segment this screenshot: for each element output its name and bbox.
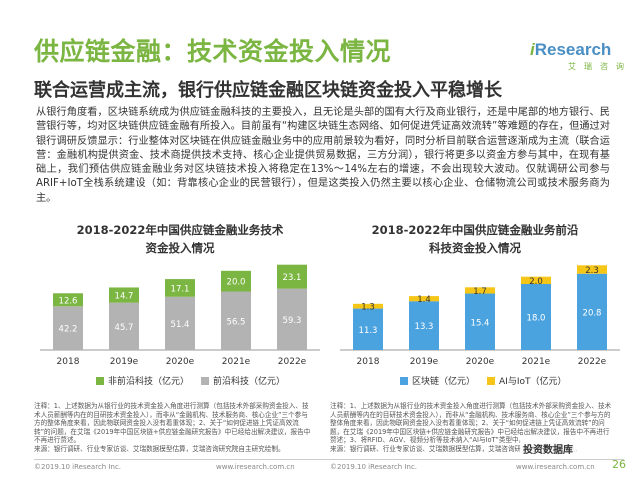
chart-1-bar-2020e-series-0 xyxy=(165,296,195,350)
chart-2-tick-2020e: 2020e xyxy=(466,357,495,367)
logo-wordmark: iResearch xyxy=(530,40,612,59)
chart-2-tick-2018: 2018 xyxy=(357,357,380,367)
footer-url-right: www.iresearch.com.cn xyxy=(516,463,595,471)
chart-1-tick-2019e: 2019e xyxy=(110,357,139,367)
chart-2-frontier-tech-investment: 11.3 1.3 2018 13.3 1.4 2019e 15.4 1.7 2020e 18.0 2… xyxy=(340,265,620,367)
chart-1-legend: 非前沿科技（亿元） 前沿科技（亿元） xyxy=(96,374,297,388)
chart-1-label-2018-series-1: 12.6 xyxy=(59,296,78,306)
chart-1-legend-item-0: 非前沿科技（亿元） xyxy=(96,374,189,387)
chart-1-bar-2021e-series-1 xyxy=(221,270,251,292)
chart-2-bar-2021e-series-1 xyxy=(521,276,551,284)
chart-2-label-2019e-series-0: 13.3 xyxy=(415,322,434,332)
chart-2-label-2020e-series-0: 15.4 xyxy=(471,318,490,328)
page-subtitle: 联合运营成主流，银行供应链金融区块链资金投入平稳增长 xyxy=(34,80,502,101)
wechat-watermark: 投资数据库 xyxy=(520,440,576,457)
chart-2-label-2022e-series-1: 2.3 xyxy=(585,266,599,276)
chart-2-tick-2021e: 2021e xyxy=(522,357,551,367)
chart-1-legend-swatch-0 xyxy=(96,376,104,385)
chart-2-bar-2018-series-0 xyxy=(353,308,383,350)
chart-2-label-2019e-series-1: 1.4 xyxy=(417,295,431,305)
chart-2-label-2021e-series-1: 2.0 xyxy=(529,277,543,287)
footer-copyright-right: ©2019.10 iResearch Inc. xyxy=(330,463,418,471)
chart-2-label-2021e-series-0: 18.0 xyxy=(527,314,546,324)
page-number: 26 xyxy=(612,458,626,471)
chart-1-label-2020e-series-0: 51.4 xyxy=(171,320,190,330)
chart-2-bar-2019e-series-0 xyxy=(409,301,439,350)
chart-2-bar-2019e-series-1 xyxy=(409,296,439,302)
chart-1-tick-2022e: 2022e xyxy=(278,357,307,367)
chart-2-label-2022e-series-0: 20.8 xyxy=(583,308,602,318)
body-paragraph: 从银行角度看，区块链系统成为供应链金融科技的主要投入，且无论是头部的国有大行及商… xyxy=(36,107,610,204)
chart-2-legend-label-0: 区块链（亿元） xyxy=(412,377,476,387)
chart-1-legend-swatch-1 xyxy=(201,376,210,385)
chart-1-bar-2022e-series-1 xyxy=(277,264,307,289)
footer-copyright-left: ©2019.10 iResearch Inc. xyxy=(34,463,122,471)
chart-2-tick-2022e: 2022e xyxy=(578,357,607,367)
chart-1-bar-2018-series-1 xyxy=(53,293,83,307)
chart-2-title: 2018-2022年中国供应链金融业务前沿 科技资金投入情况 xyxy=(371,223,579,255)
chart-1-label-2020e-series-1: 17.1 xyxy=(171,284,190,294)
notes-left: 注释：1、上述数据为从银行业的技术资金投入角度进行测算（包括技术外部采购资金投入… xyxy=(34,402,311,453)
chart-1-label-2021e-series-1: 20.0 xyxy=(227,278,246,288)
chart-1-tick-2018: 2018 xyxy=(57,357,80,367)
chart-2-legend-item-0: 区块链（亿元） xyxy=(400,374,475,387)
chart-1-tick-2020e: 2020e xyxy=(166,357,195,367)
chart-2-legend-swatch-1 xyxy=(487,376,496,385)
chart-1-label-2019e-series-1: 14.7 xyxy=(115,292,134,302)
chart-2-bar-2022e-series-0 xyxy=(577,273,607,350)
notes-right: 注释：1、上述数据为从银行业的技术资金投入角度进行测算（包括技术外部采购资金投入… xyxy=(330,402,612,453)
chart-1-tick-2021e: 2021e xyxy=(222,357,251,367)
footer-url-left: www.iresearch.com.cn xyxy=(216,463,295,471)
chart-1-bar-2021e-series-0 xyxy=(221,291,251,350)
chart-1-label-2022e-series-1: 23.1 xyxy=(283,273,302,283)
iresearch-logo: iResearch 艾瑞咨询 xyxy=(530,40,630,72)
chart-2-label-2018-series-1: 1.3 xyxy=(361,303,375,313)
chart-1-legend-item-1: 前沿科技（亿元） xyxy=(201,374,285,387)
chart-2-tick-2019e: 2019e xyxy=(410,357,439,367)
chart-1-bar-2019e-series-1 xyxy=(109,287,139,303)
chart-1-bar-2020e-series-1 xyxy=(165,279,195,297)
chart-1-bar-2022e-series-0 xyxy=(277,288,307,350)
chart-2-legend-label-1: AI与IoT（亿元） xyxy=(499,377,567,387)
chart-1-legend-label-0: 非前沿科技（亿元） xyxy=(108,377,190,387)
chart-2-bar-2021e-series-0 xyxy=(521,284,551,350)
chart-2-bar-2020e-series-1 xyxy=(465,287,495,294)
chart-2-bar-2018-series-1 xyxy=(353,303,383,309)
chart-2-legend: 区块链（亿元） AI与IoT（亿元） xyxy=(400,374,579,388)
chart-1-bar-2018-series-0 xyxy=(53,306,83,350)
chart-1-label-2019e-series-0: 45.7 xyxy=(115,323,134,333)
chart-1-label-2021e-series-0: 56.5 xyxy=(227,317,246,327)
chart-1-legend-label-1: 前沿科技（亿元） xyxy=(213,377,286,387)
chart-1-title: 2018-2022年中国供应链金融业务技术 资金投入情况 xyxy=(76,223,284,255)
page-title: 供应链金融：技术资金投入情况 xyxy=(34,37,392,66)
chart-1-label-2022e-series-0: 59.3 xyxy=(283,316,302,326)
chart-2-label-2020e-series-1: 1.7 xyxy=(473,287,487,297)
chart-2-legend-swatch-0 xyxy=(400,376,408,385)
chart-1-tech-investment: 42.2 12.6 2018 45.7 14.7 2019e 51.4 17.1 2020e 56… xyxy=(40,264,320,367)
chart-1-label-2018-series-0: 42.2 xyxy=(59,325,78,335)
logo-subtitle: 艾瑞咨询 xyxy=(568,62,632,71)
chart-2-bar-2022e-series-1 xyxy=(577,265,607,274)
chart-2-bar-2020e-series-0 xyxy=(465,293,495,350)
chart-2-legend-item-1: AI与IoT（亿元） xyxy=(487,374,567,387)
chart-1-bar-2019e-series-0 xyxy=(109,302,139,350)
chart-2-label-2018-series-0: 11.3 xyxy=(359,326,378,336)
footer-divider xyxy=(34,459,624,460)
